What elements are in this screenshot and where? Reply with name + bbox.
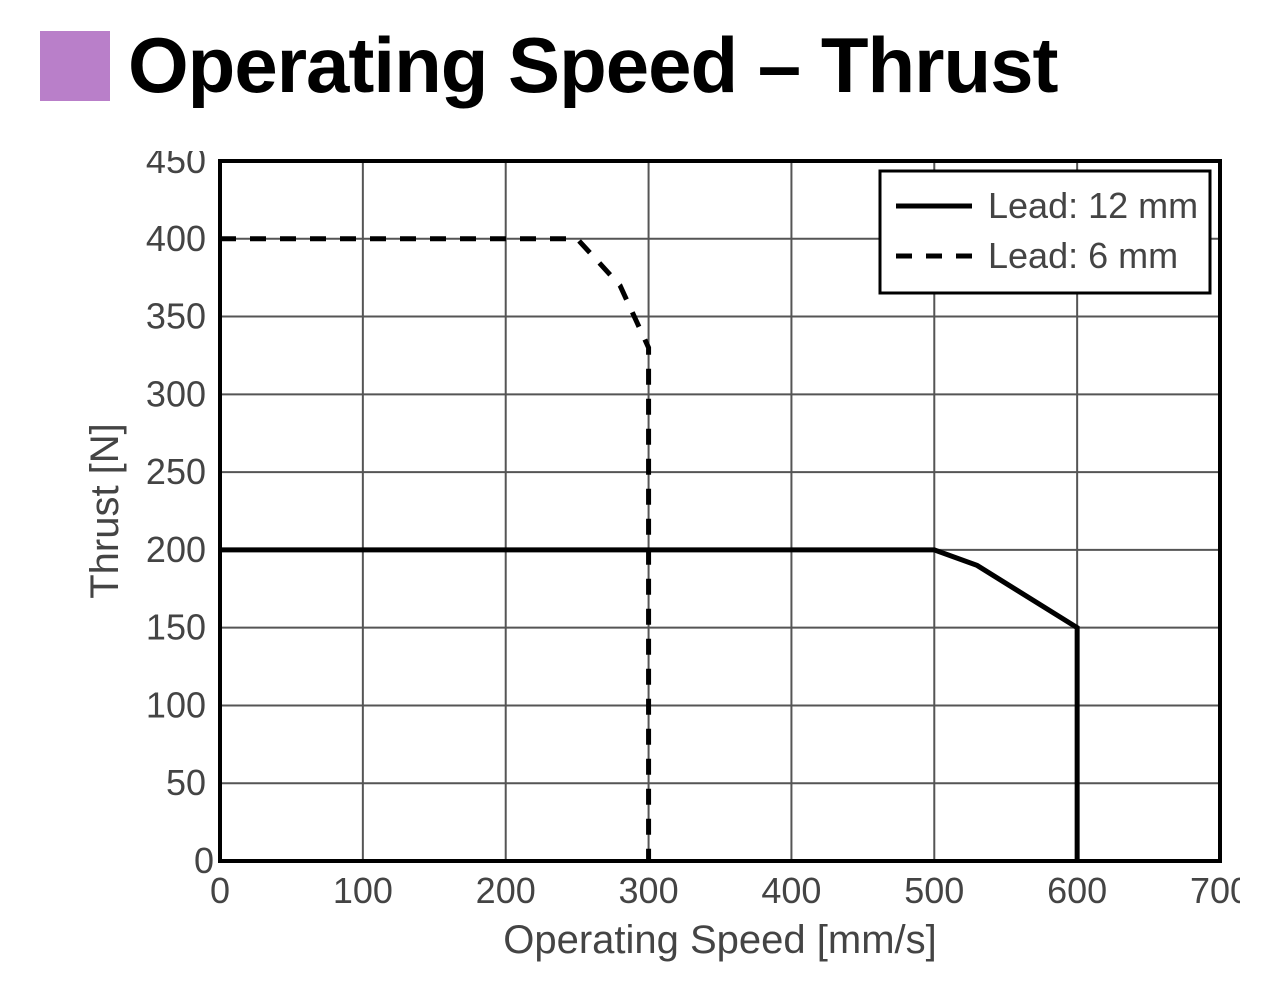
- y-tick-label: 150: [146, 607, 206, 648]
- x-tick-label: 600: [1047, 870, 1107, 911]
- y-tick-label: 350: [146, 296, 206, 337]
- x-tick-label: 500: [904, 870, 964, 911]
- y-tick-label: 50: [166, 762, 206, 803]
- legend-label: Lead: 6 mm: [988, 235, 1178, 276]
- x-tick-label: 300: [619, 870, 679, 911]
- title-marker-icon: [40, 31, 110, 101]
- y-tick-label: 250: [146, 451, 206, 492]
- x-tick-label: 400: [761, 870, 821, 911]
- y-tick-label: 450: [146, 151, 206, 181]
- x-axis-title: Operating Speed [mm/s]: [503, 918, 937, 962]
- page-root: Operating Speed – Thrust 0 100 200 300 400 50…: [0, 0, 1280, 998]
- chart-title: Operating Speed – Thrust: [128, 20, 1057, 111]
- thrust-speed-chart: 0100200300400500600700050100150200250300…: [80, 151, 1240, 971]
- legend-label: Lead: 12 mm: [988, 185, 1198, 226]
- y-tick-label: 100: [146, 684, 206, 725]
- y-tick-label: 300: [146, 373, 206, 414]
- y-tick-label: 400: [146, 218, 206, 259]
- chart-title-row: Operating Speed – Thrust: [40, 20, 1240, 111]
- x-tick-label: 100: [333, 870, 393, 911]
- y-tick-label: 200: [146, 529, 206, 570]
- chart-container: 0100200300400500600700050100150200250300…: [80, 151, 1240, 971]
- y-axis-title: Thrust [N]: [83, 423, 127, 599]
- y-tick-label: 0: [194, 840, 214, 881]
- x-tick-label: 700: [1190, 870, 1240, 911]
- x-tick-label: 200: [476, 870, 536, 911]
